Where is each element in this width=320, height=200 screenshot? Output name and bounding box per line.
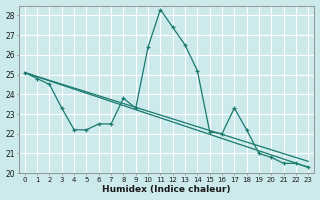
X-axis label: Humidex (Indice chaleur): Humidex (Indice chaleur) (102, 185, 231, 194)
